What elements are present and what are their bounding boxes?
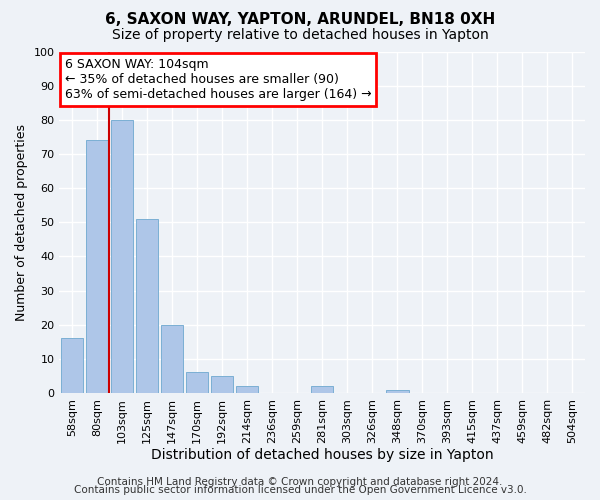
Bar [386, 390, 409, 393]
Text: 6 SAXON WAY: 104sqm
← 35% of detached houses are smaller (90)
63% of semi-detach: 6 SAXON WAY: 104sqm ← 35% of detached ho… [65, 58, 371, 102]
Bar [311, 386, 334, 393]
Bar [86, 140, 108, 393]
Text: 6, SAXON WAY, YAPTON, ARUNDEL, BN18 0XH: 6, SAXON WAY, YAPTON, ARUNDEL, BN18 0XH [105, 12, 495, 28]
Text: Contains HM Land Registry data © Crown copyright and database right 2024.: Contains HM Land Registry data © Crown c… [97, 477, 503, 487]
Bar [236, 386, 259, 393]
Text: Contains public sector information licensed under the Open Government Licence v3: Contains public sector information licen… [74, 485, 526, 495]
Bar [186, 372, 208, 393]
Bar [111, 120, 133, 393]
Text: Size of property relative to detached houses in Yapton: Size of property relative to detached ho… [112, 28, 488, 42]
X-axis label: Distribution of detached houses by size in Yapton: Distribution of detached houses by size … [151, 448, 494, 462]
Y-axis label: Number of detached properties: Number of detached properties [15, 124, 28, 320]
Bar [136, 219, 158, 393]
Bar [211, 376, 233, 393]
Bar [161, 324, 184, 393]
Bar [61, 338, 83, 393]
